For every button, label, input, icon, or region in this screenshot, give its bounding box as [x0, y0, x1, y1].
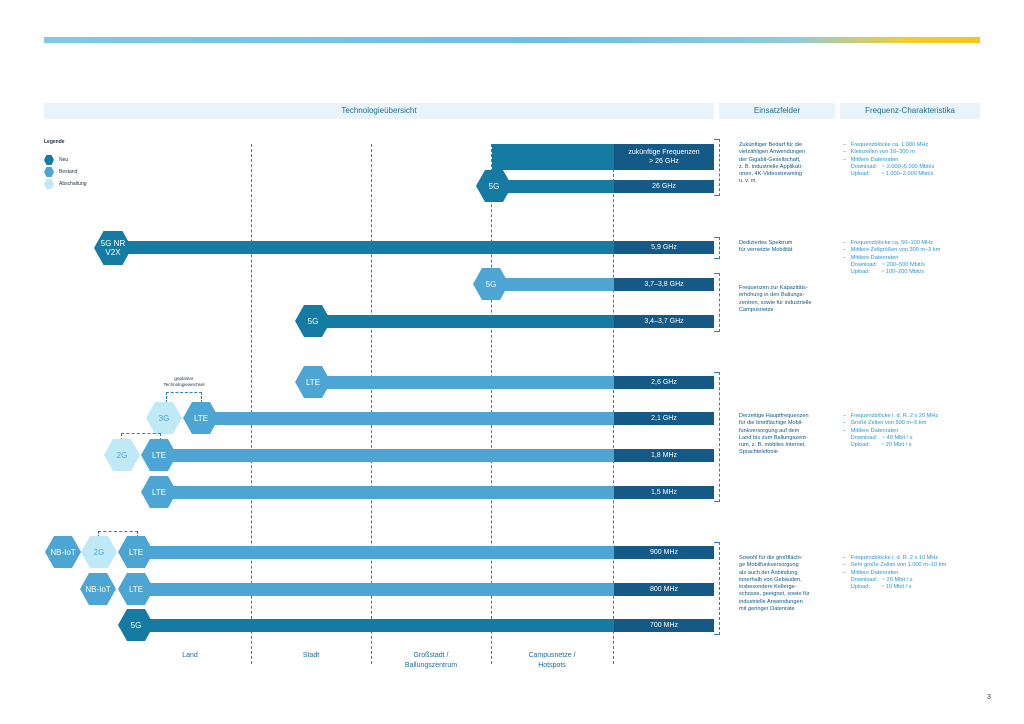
- label-3-4ghz: 3,4–3,7 GHz: [614, 315, 714, 328]
- bar-2-1ghz: [204, 412, 614, 425]
- hex-nbiot-900mhz: NB-IoT: [45, 536, 81, 568]
- bar-1-8mhz: [160, 449, 614, 462]
- region-land: Land: [182, 652, 198, 659]
- legend-existing: Bestand: [44, 167, 77, 177]
- region-stadt: Stadt: [302, 652, 320, 659]
- label-2-6ghz: 2,6 GHz: [614, 376, 714, 389]
- legend-shutdown: Abschaltung: [44, 179, 87, 189]
- legend-shutdown-label: Abschaltung: [59, 181, 87, 187]
- label-700mhz: 700 MHz: [614, 619, 714, 632]
- hex-5g-3-7ghz: 5G: [473, 268, 509, 300]
- hex-3g-2-1ghz: 3G: [146, 402, 182, 434]
- label-800mhz: 800 MHz: [614, 583, 714, 596]
- bar-900mhz: [136, 546, 614, 559]
- bar-5-9ghz: [112, 241, 614, 254]
- hex-2g-1-8mhz: 2G: [104, 439, 140, 471]
- einsatz-text-1: Zukünftiger Bedarf für die vielzähligen …: [739, 142, 806, 185]
- bar-3-7ghz: [492, 278, 614, 291]
- bar-700mhz: [136, 619, 614, 632]
- label-5-9ghz: 5,9 GHz: [614, 241, 714, 254]
- bar-26ghz: [492, 180, 614, 193]
- bracket-group-1: [714, 139, 720, 196]
- label-1-5mhz: 1,5 MHz: [614, 486, 714, 499]
- separator-stadt-grossstadt: [371, 144, 372, 664]
- label-2-1ghz: 2,1 GHz: [614, 412, 714, 425]
- label-900mhz: 900 MHz: [614, 546, 714, 559]
- hex-lte-1-8mhz: LTE: [141, 439, 177, 471]
- header-frequency: Frequenz-Charakteristika: [840, 103, 980, 119]
- label-26ghz: 26 GHz: [614, 180, 714, 193]
- hex-lte-800mhz: LTE: [118, 573, 154, 605]
- future-frequencies-label: zukünftige Frequenzen > 26 GHz: [614, 144, 714, 170]
- hex-5g-700mhz: 5G: [118, 609, 154, 641]
- legend-new-label: Neu: [59, 157, 69, 163]
- hex-lte-2-1ghz: LTE: [183, 402, 219, 434]
- separator-campus-label: [613, 144, 614, 664]
- hexagon-icon-new: [44, 155, 54, 165]
- hex-lte-2-6ghz: LTE: [295, 366, 331, 398]
- einsatz-text-2: Dediziertes Spektrum für vernetzte Mobil…: [739, 240, 793, 254]
- page-number: 3: [987, 694, 991, 701]
- hexagon-icon-shutdown: [44, 179, 54, 189]
- einsatz-text-3: Frequenzen zur Kapazitäts- erhöhung in d…: [739, 285, 812, 313]
- hex-5g-3-4ghz: 5G: [295, 305, 331, 337]
- freq-text-1: – Frequenzblöcke ca. 1.000 MHz – Kleinze…: [843, 142, 935, 178]
- freq-text-3: – Frequenzblöcke i. d. R. 2 x 20 MHz – G…: [843, 413, 939, 449]
- hex-nbiot-800mhz: NB-IoT: [80, 573, 116, 605]
- header-fields: Einsatzfelder: [719, 103, 835, 119]
- label-3-7ghz: 3,7–3,8 GHz: [614, 278, 714, 291]
- bracket-group-5: [714, 542, 720, 635]
- hex-5g-nr-v2x: 5G NR V2X: [94, 231, 132, 265]
- top-gradient-bar: [44, 37, 980, 43]
- separator-land-stadt: [251, 144, 252, 664]
- legend-existing-label: Bestand: [59, 169, 78, 175]
- bracket-group-3: [714, 273, 720, 332]
- legend-new: Neu: [44, 155, 68, 165]
- future-frequencies-bar: [492, 144, 614, 170]
- bar-1-5mhz: [160, 486, 614, 499]
- bracket-group-2: [714, 237, 720, 259]
- region-grossstadt: Großstadt / Ballungszentrum: [404, 652, 458, 669]
- einsatz-text-5: Sowohl für die großflächi- ge Mobilfunkv…: [739, 555, 810, 613]
- bracket-group-4: [714, 372, 720, 502]
- label-1-8mhz: 1,8 MHz: [614, 449, 714, 462]
- bar-3-4ghz: [312, 315, 614, 328]
- hexagon-icon-existing: [44, 167, 54, 177]
- hex-lte-1-5mhz: LTE: [141, 476, 177, 508]
- header-technology: Technologieübersicht: [44, 103, 714, 119]
- region-campus: Campusnetze / Hotspots: [528, 652, 576, 669]
- hex-5g-26ghz: 5G: [476, 170, 512, 202]
- planned-change-note: geplanter Technologiewechsel: [163, 376, 205, 387]
- einsatz-text-4: Derzeitige Hauptfrequenzen für die breit…: [739, 413, 809, 456]
- freq-text-2: – Frequenzblöcke ca. 50–100 MHz – Mittle…: [843, 240, 941, 276]
- legend-title: Legende: [44, 139, 65, 145]
- freq-text-4: – Frequenzblöcke i. d. R. 2 x 10 MHz – S…: [843, 555, 947, 591]
- separator-grossstadt-campus: [491, 144, 492, 664]
- bar-800mhz: [136, 583, 614, 596]
- bar-2-6ghz: [312, 376, 614, 389]
